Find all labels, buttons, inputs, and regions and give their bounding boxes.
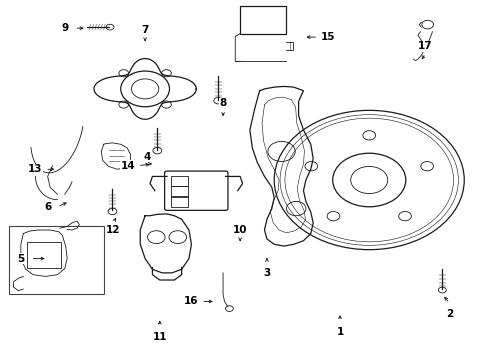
Text: 16: 16	[184, 296, 198, 306]
Text: 4: 4	[144, 152, 151, 162]
Bar	[171, 197, 188, 207]
Text: 8: 8	[220, 98, 227, 108]
Text: 7: 7	[142, 25, 149, 35]
Text: 9: 9	[61, 23, 68, 33]
Bar	[171, 186, 188, 197]
Text: 1: 1	[336, 327, 343, 337]
Text: 17: 17	[418, 41, 433, 51]
Bar	[27, 242, 61, 267]
Text: 13: 13	[28, 164, 43, 174]
Text: 5: 5	[17, 253, 24, 264]
Text: 2: 2	[446, 309, 453, 319]
Text: 12: 12	[106, 225, 121, 235]
Bar	[9, 226, 104, 294]
Bar	[171, 176, 188, 186]
Text: 14: 14	[121, 161, 135, 171]
Text: 10: 10	[233, 225, 247, 235]
Text: 11: 11	[152, 332, 167, 342]
Text: 15: 15	[320, 32, 335, 42]
Text: 6: 6	[44, 202, 51, 212]
Bar	[240, 6, 287, 33]
Text: 3: 3	[263, 268, 270, 278]
